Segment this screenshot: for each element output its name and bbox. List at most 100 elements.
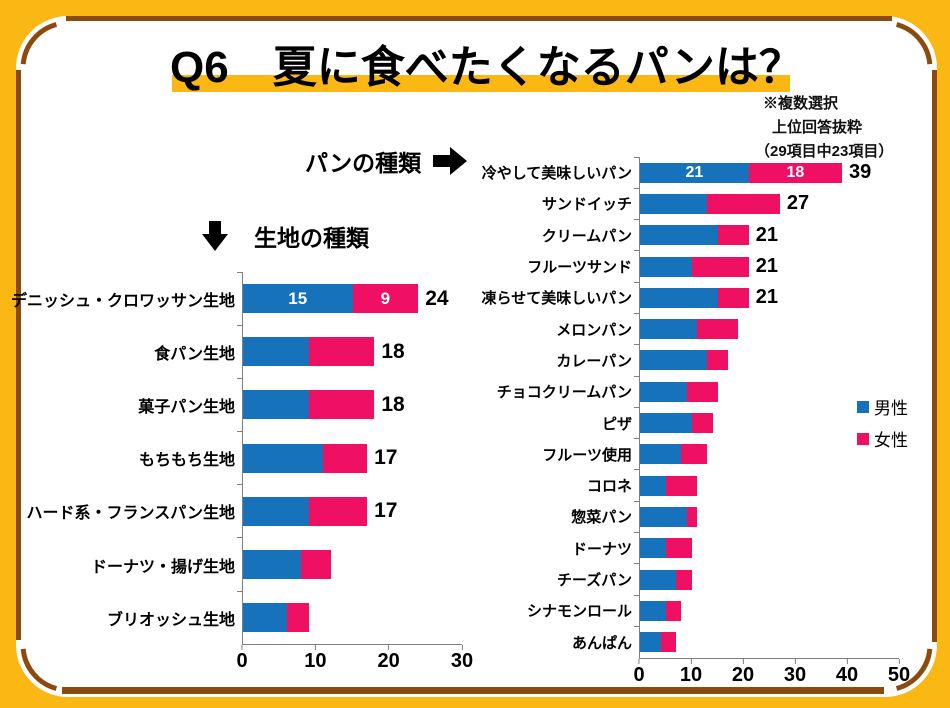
note-line-3: （29項目中23項目）	[755, 143, 894, 160]
category-label: ハード系・フランスパン生地	[26, 505, 235, 523]
female-bar-segment	[676, 569, 692, 590]
stacked-bar	[640, 475, 899, 496]
category-label: フルーツ使用	[542, 446, 632, 464]
bar-track	[634, 312, 899, 345]
total-value-label: 17	[374, 499, 398, 523]
x-axis: 0 10 20 30 40 50	[633, 657, 910, 689]
chart-row: ドーナツ・揚げ生地	[16, 537, 462, 592]
male-bar-segment	[640, 413, 692, 434]
male-bar-segment	[243, 496, 309, 526]
chart-row: 食パン生地 18	[16, 324, 462, 379]
x-tick-mark	[898, 658, 900, 664]
bar-track	[634, 344, 899, 377]
male-bar-segment	[640, 569, 677, 590]
bread-types-chart: 冷やして美味しいパン 21 18 39 サンドイッチ 27 クリームパン 21 フルーツサンド 2…	[467, 156, 910, 689]
total-value-label: 18	[381, 392, 405, 416]
category-label: 菓子パン生地	[138, 398, 235, 416]
stacked-bar: 15 9 24	[243, 284, 462, 314]
stacked-bar	[640, 350, 899, 371]
category-tick	[634, 469, 640, 471]
total-value-label: 27	[786, 192, 810, 215]
chart-row: フルーツサンド 21	[467, 250, 899, 283]
category-label: もちもち生地	[138, 452, 235, 470]
frame-bottom-right-arc	[895, 648, 933, 691]
male-bar-segment	[640, 319, 697, 340]
chart-row: カレーパン	[467, 344, 899, 377]
category-label: 冷やして美味しいパン	[481, 165, 632, 183]
male-bar-segment	[243, 337, 309, 367]
category-label: チョコクリームパン	[496, 384, 632, 402]
female-bar-segment	[686, 381, 718, 402]
stacked-bar: 27	[640, 192, 899, 215]
category-tick	[634, 406, 640, 408]
male-bar-segment	[640, 444, 682, 465]
x-axis: 0 10 20 30	[236, 644, 473, 675]
chart-row: 菓子パン生地 18	[16, 377, 462, 432]
frame-white-panel	[16, 16, 937, 697]
category-tick	[634, 312, 640, 314]
x-tick-mark	[241, 645, 243, 651]
category-tick	[634, 344, 640, 346]
female-bar-segment	[665, 475, 697, 496]
female-value-label: 18	[786, 163, 805, 181]
total-value-label: 18	[381, 339, 405, 363]
survey-note: ※複数選択 上位回答抜粋 （29項目中23項目）	[755, 92, 893, 164]
category-label: デニッシュ・クロワッサン生地	[10, 292, 235, 310]
bar-track	[634, 594, 899, 627]
male-bar-segment	[640, 256, 692, 277]
male-bar-segment	[640, 287, 718, 308]
total-value-label: 17	[374, 446, 398, 470]
x-tick-mark	[314, 645, 316, 651]
category-tick	[237, 324, 243, 326]
stacked-bar	[640, 444, 899, 465]
female-value-label: 9	[380, 288, 391, 308]
x-tick: 50	[887, 658, 911, 686]
bar-track: 18	[237, 324, 462, 379]
x-tick: 0	[633, 658, 645, 686]
stacked-bar: 21 18 39	[640, 161, 899, 183]
female-bar-segment	[665, 538, 692, 559]
x-tick-mark	[690, 658, 692, 664]
male-value-label: 15	[288, 288, 308, 308]
female-bar-segment	[323, 443, 368, 473]
female-bar-segment	[286, 603, 309, 633]
male-bar-segment	[640, 506, 687, 527]
male-swatch-icon	[857, 400, 869, 413]
category-label: ピザ	[601, 415, 632, 433]
chart-row: デニッシュ・クロワッサン生地 15 9 24	[10, 271, 462, 326]
female-bar-segment	[681, 444, 708, 465]
x-tick-label: 50	[887, 663, 911, 686]
frame-top-left-arc	[20, 22, 58, 65]
category-tick	[237, 377, 243, 379]
down-arrow-icon	[202, 221, 228, 251]
category-tick	[634, 563, 640, 565]
x-tick-label: 30	[450, 650, 474, 673]
total-value-label: 24	[425, 286, 449, 310]
bar-track	[634, 500, 899, 533]
female-bar-segment	[660, 632, 677, 653]
category-tick	[237, 271, 243, 273]
x-tick: 40	[836, 658, 858, 686]
chart-row: ピザ	[467, 406, 899, 439]
x-tick: 0	[236, 645, 248, 673]
female-bar-segment	[707, 193, 780, 214]
category-label: カレーパン	[556, 352, 632, 370]
female-bar-segment	[665, 600, 682, 621]
x-tick-label: 20	[731, 663, 755, 686]
x-tick-label: 0	[236, 650, 248, 673]
category-label: ブリオッシュ生地	[106, 611, 235, 629]
male-bar-segment	[243, 603, 287, 633]
stacked-bar	[243, 603, 462, 633]
legend-item-male: 男性	[857, 394, 908, 419]
category-tick	[634, 438, 640, 440]
stacked-bar	[243, 550, 462, 580]
category-label: サンドイッチ	[541, 196, 632, 214]
bar-track: 17	[237, 431, 462, 485]
category-tick	[237, 590, 243, 592]
category-tick	[634, 156, 640, 158]
bar-track	[634, 469, 899, 502]
frame-top-right-arc	[895, 22, 933, 65]
female-bar-segment	[717, 225, 749, 246]
note-line-1: ※複数選択	[763, 95, 839, 112]
x-tick-label: 10	[304, 650, 327, 673]
